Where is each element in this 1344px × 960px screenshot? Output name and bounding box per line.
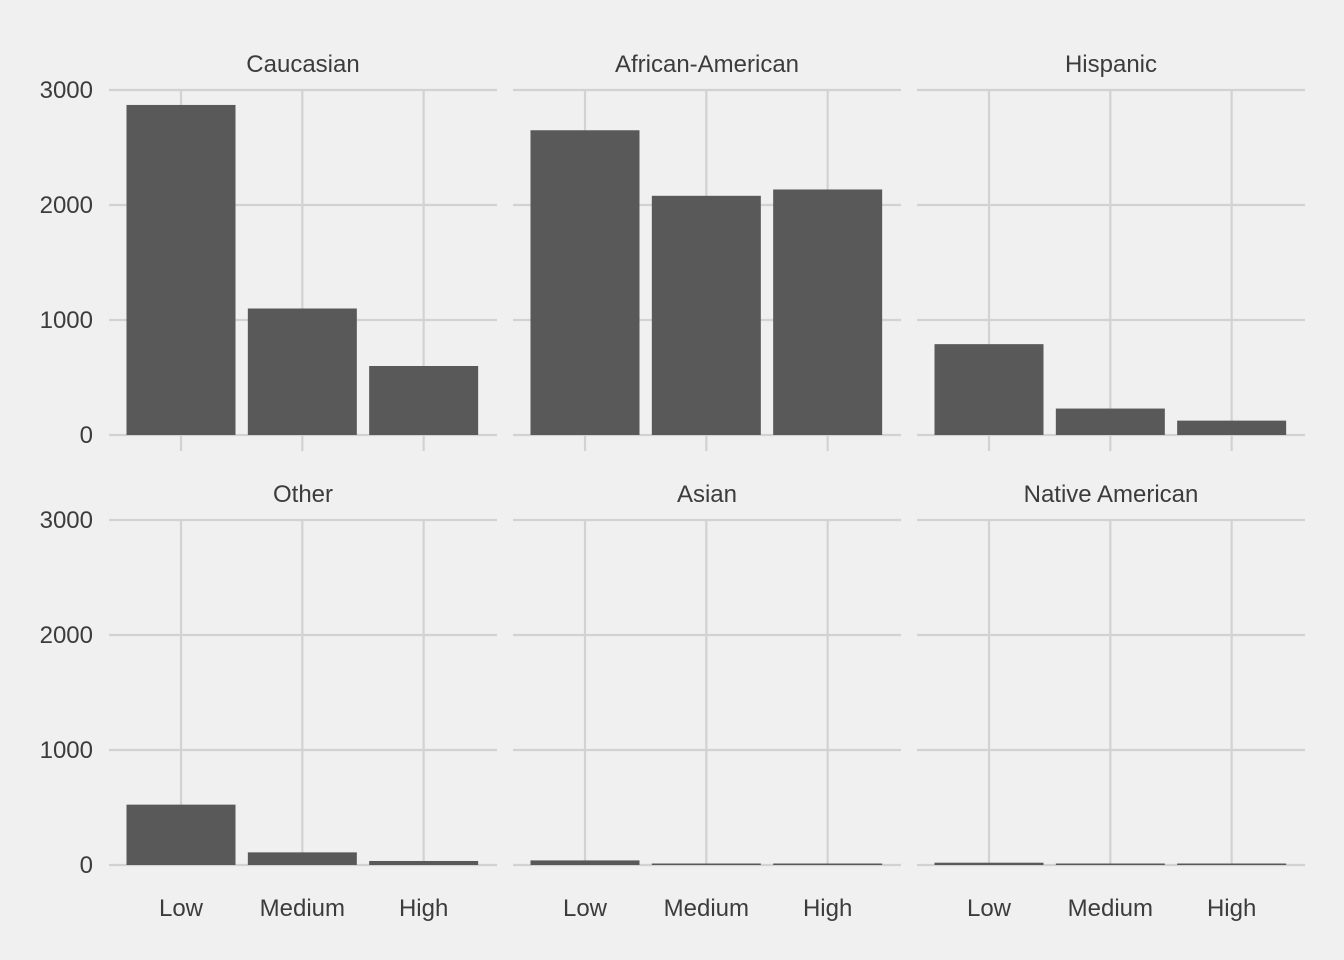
x-tick-label: High [803, 895, 852, 922]
x-tick-label: Medium [664, 895, 749, 922]
y-tick-label: 0 [80, 852, 93, 879]
y-tick-label: 0 [80, 422, 93, 449]
y-tick-label: 3000 [40, 507, 93, 534]
bar-african-american-low [530, 130, 640, 435]
bar-other-low [126, 804, 236, 865]
facet-title: Native American [1024, 481, 1199, 508]
bar-asian-low [530, 860, 640, 865]
bar-african-american-high [773, 189, 883, 435]
bar-native-american-high [1177, 863, 1287, 865]
x-tick-label: Low [967, 895, 1012, 922]
y-tick-label: 2000 [40, 622, 93, 649]
bar-caucasian-high [369, 366, 479, 435]
bar-hispanic-low [934, 344, 1044, 435]
x-tick-label: Low [563, 895, 608, 922]
bar-hispanic-high [1177, 420, 1287, 435]
y-tick-label: 2000 [40, 192, 93, 219]
facet-title: African-American [615, 51, 799, 78]
bar-native-american-medium [1055, 863, 1165, 865]
bar-african-american-medium [651, 195, 761, 435]
bar-native-american-low [934, 862, 1044, 865]
bar-caucasian-medium [247, 308, 357, 435]
x-tick-label: High [1207, 895, 1256, 922]
bar-hispanic-medium [1055, 408, 1165, 435]
bar-caucasian-low [126, 104, 236, 435]
y-tick-label: 3000 [40, 77, 93, 104]
x-tick-label: Medium [260, 895, 345, 922]
bar-asian-high [773, 863, 883, 865]
facet-title: Asian [677, 481, 737, 508]
bar-other-medium [247, 852, 357, 865]
facet-title: Hispanic [1065, 51, 1157, 78]
y-tick-label: 1000 [40, 307, 93, 334]
bar-other-high [369, 860, 479, 865]
x-tick-label: Low [159, 895, 204, 922]
facet-title: Caucasian [246, 51, 359, 78]
x-tick-label: High [399, 895, 448, 922]
x-tick-label: Medium [1068, 895, 1153, 922]
y-tick-label: 1000 [40, 737, 93, 764]
facet-title: Other [273, 481, 333, 508]
bar-asian-medium [651, 863, 761, 865]
